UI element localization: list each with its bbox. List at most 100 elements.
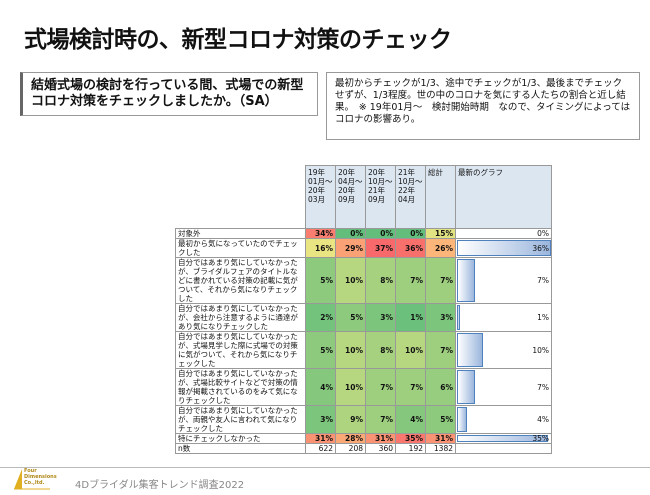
- cell: 360: [365, 443, 396, 454]
- graph-bar: [457, 435, 548, 442]
- title: 式場検討時の、新型コロナ対策のチェック: [24, 27, 452, 53]
- row-label: 対象外: [175, 228, 306, 239]
- cell: 4%: [305, 368, 336, 406]
- row-label: 自分ではあまり気にしていなかったが、ブライダルフェアのタイトルなどに書かれている…: [175, 257, 306, 304]
- cell: 7%: [425, 257, 456, 304]
- cell: 0%: [395, 228, 426, 239]
- cell: 34%: [305, 228, 336, 239]
- cell: 31%: [305, 433, 336, 444]
- cell: 9%: [335, 405, 366, 434]
- n-row: n数 622 208 360 192 1382: [175, 443, 552, 454]
- cell: 7%: [365, 405, 396, 434]
- graph-bar: [457, 259, 476, 302]
- graph-bar: [457, 240, 551, 256]
- column-header: 総計: [425, 165, 456, 229]
- cell: 29%: [335, 238, 366, 258]
- cell: 1%: [395, 303, 426, 332]
- graph-label: 36%: [532, 243, 549, 253]
- graph-bar: [457, 370, 476, 404]
- cell: 8%: [365, 257, 396, 304]
- column-header: 最新のグラフ: [455, 165, 552, 229]
- graph-cell: 10%: [455, 331, 552, 369]
- cell: 2%: [305, 303, 336, 332]
- cell: 3%: [425, 303, 456, 332]
- table-row: 自分ではあまり気にしていなかったが、ブライダルフェアのタイトルなどに書かれている…: [175, 257, 552, 304]
- cell: 10%: [395, 331, 426, 369]
- graph-cell: 36%: [455, 238, 552, 258]
- graph-label: 0%: [537, 229, 549, 238]
- graph-cell: 4%: [455, 405, 552, 434]
- cell: 10%: [335, 331, 366, 369]
- table-row: 特にチェックしなかった 31% 28% 31% 35% 31% 35%: [175, 433, 552, 444]
- graph-bar: [457, 407, 468, 432]
- column-header: 20年10月～21年09月: [365, 165, 396, 229]
- graph-label: 7%: [537, 382, 549, 392]
- cell: 10%: [335, 257, 366, 304]
- survey-name: 4Dブライダル集客トレンド調査2022: [75, 480, 245, 491]
- cell: 35%: [395, 433, 426, 444]
- cell: 26%: [425, 238, 456, 258]
- graph-label: 35%: [532, 434, 549, 443]
- graph-label: 7%: [537, 276, 549, 285]
- cell: 7%: [365, 368, 396, 406]
- cell: 192: [395, 443, 426, 454]
- cell: 1382: [425, 443, 456, 454]
- graph-cell: 0%: [455, 228, 552, 239]
- cell: 5%: [335, 303, 366, 332]
- graph-bar: [457, 305, 460, 330]
- row-label: 特にチェックしなかった: [175, 433, 306, 444]
- column-header: 19年01月～20年03月: [305, 165, 336, 229]
- logo-mark: [14, 469, 50, 490]
- logo-text: Four Dimensions Co.,ltd.: [24, 468, 57, 486]
- row-label: n数: [175, 443, 306, 454]
- cell: 16%: [305, 238, 336, 258]
- empty-cell: [455, 443, 552, 454]
- table-row: 自分ではあまり気にしていなかったが、式場見学した際に式場での対策に気がついて、そ…: [175, 331, 552, 369]
- row-label: 自分ではあまり気にしていなかったが、両親や友人に言われて気になりチェックした: [175, 405, 306, 434]
- result-table: 19年01月～20年03月 20年04月～20年09月 20年10月～21年09月 2…: [175, 165, 552, 454]
- cell: 3%: [365, 303, 396, 332]
- table-row: 自分ではあまり気にしていなかったが、会社から注意するように通達があり気になりチェ…: [175, 303, 552, 332]
- graph-cell: 1%: [455, 303, 552, 332]
- corner-cell: [176, 166, 306, 229]
- cell: 10%: [335, 368, 366, 406]
- cell: 5%: [305, 331, 336, 369]
- cell: 28%: [335, 433, 366, 444]
- graph-bar: [457, 333, 483, 367]
- footer-line: [0, 467, 650, 468]
- cell: 208: [335, 443, 366, 454]
- cell: 5%: [425, 405, 456, 434]
- cell: 4%: [395, 405, 426, 434]
- cell: 8%: [365, 331, 396, 369]
- cell: 37%: [365, 238, 396, 258]
- graph-label: 4%: [537, 415, 549, 424]
- column-header: 21年10月～22年04月: [395, 165, 426, 229]
- graph-label: 1%: [537, 313, 549, 322]
- cell: 7%: [395, 257, 426, 304]
- cell: 7%: [425, 331, 456, 369]
- row-label: 最初から気になっていたのでチェックした: [175, 238, 306, 258]
- cell: 31%: [365, 433, 396, 444]
- row-label: 自分ではあまり気にしていなかったが、式場比較サイトなどで対策の情報が掲載されてい…: [175, 368, 306, 406]
- cell: 622: [305, 443, 336, 454]
- graph-cell: 7%: [455, 257, 552, 304]
- cell: 7%: [395, 368, 426, 406]
- table-row: 自分ではあまり気にしていなかったが、両親や友人に言われて気になりチェックした 3%…: [175, 405, 552, 434]
- header-row: 19年01月～20年03月 20年04月～20年09月 20年10月～21年09月 2…: [176, 165, 552, 229]
- cell: 5%: [305, 257, 336, 304]
- row-label: 自分ではあまり気にしていなかったが、会社から注意するように通達があり気になりチェ…: [175, 303, 306, 332]
- cell: 36%: [395, 238, 426, 258]
- graph-cell: 7%: [455, 368, 552, 406]
- cell: 3%: [305, 405, 336, 434]
- cell: 0%: [365, 228, 396, 239]
- table-row: 対象外 34% 0% 0% 0% 15% 0%: [175, 228, 552, 239]
- column-header: 20年04月～20年09月: [335, 165, 366, 229]
- graph-label: 10%: [532, 345, 549, 355]
- note-box: 最初からチェックが1/3、途中でチェックが1/3、最後までチェックせずが、1/3…: [326, 72, 640, 140]
- cell: 6%: [425, 368, 456, 406]
- table-row: 最初から気になっていたのでチェックした 16% 29% 37% 36% 26% 36%: [175, 238, 552, 258]
- graph-cell: 35%: [455, 433, 552, 444]
- table-row: 自分ではあまり気にしていなかったが、式場比較サイトなどで対策の情報が掲載されてい…: [175, 368, 552, 406]
- row-label: 自分ではあまり気にしていなかったが、式場見学した際に式場での対策に気がついて、そ…: [175, 331, 306, 369]
